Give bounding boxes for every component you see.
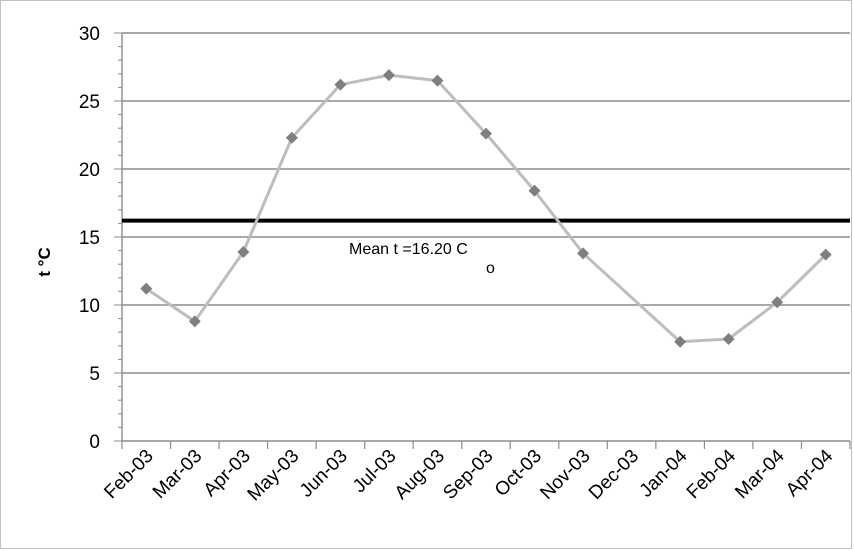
y-tick-labels: 0 5 10 15 20 25 30 — [79, 24, 100, 453]
y-tick-label: 30 — [79, 24, 100, 45]
data-markers — [140, 69, 832, 348]
data-point — [431, 74, 444, 87]
axes — [114, 32, 851, 449]
series-line — [145, 73, 827, 344]
mean-annotation-degree: o — [486, 260, 495, 277]
data-point — [188, 315, 201, 328]
data-point — [819, 248, 832, 261]
data-point — [334, 78, 347, 91]
y-tick-label: 15 — [79, 228, 100, 249]
y-axis-label: t °C — [35, 247, 54, 276]
y-tick-label: 5 — [89, 364, 100, 385]
y-tick-label: 10 — [79, 296, 100, 317]
data-point — [382, 69, 395, 82]
x-tick-label: May-03 — [244, 446, 304, 506]
data-point — [771, 296, 784, 309]
x-tick-label: Mar-03 — [149, 446, 206, 503]
x-tick-label: Feb-04 — [683, 445, 741, 503]
data-point — [480, 127, 492, 140]
x-tick-labels: Feb-03Mar-03Apr-03May-03Jun-03Jul-03Aug-… — [100, 445, 837, 505]
x-tick-label: Apr-04 — [782, 445, 837, 500]
data-point — [674, 335, 687, 348]
data-point — [528, 184, 541, 197]
y-tick-label: 20 — [79, 160, 100, 181]
x-tick-label: Jan-04 — [636, 445, 692, 501]
mean-annotation: Mean t =16.20 C — [349, 241, 468, 258]
series-line — [145, 73, 827, 344]
data-point — [722, 333, 735, 345]
x-tick-label: Oct-03 — [491, 446, 546, 501]
x-tick-label: Mar-04 — [731, 445, 789, 503]
data-point — [285, 131, 298, 144]
x-tick-label: Sep-03 — [439, 446, 497, 504]
x-tick-label: Nov-03 — [536, 446, 594, 504]
data-point — [577, 247, 590, 260]
data-point — [237, 245, 250, 258]
x-tick-label: Aug-03 — [391, 446, 449, 504]
data-point — [140, 282, 153, 295]
x-tick-label: Jun-03 — [296, 446, 352, 502]
y-tick-label: 25 — [79, 92, 100, 113]
gridlines — [122, 32, 850, 374]
y-tick-label: 0 — [89, 432, 100, 453]
x-tick-label: Feb-03 — [100, 446, 157, 503]
x-tick-label: Dec-03 — [585, 446, 643, 504]
